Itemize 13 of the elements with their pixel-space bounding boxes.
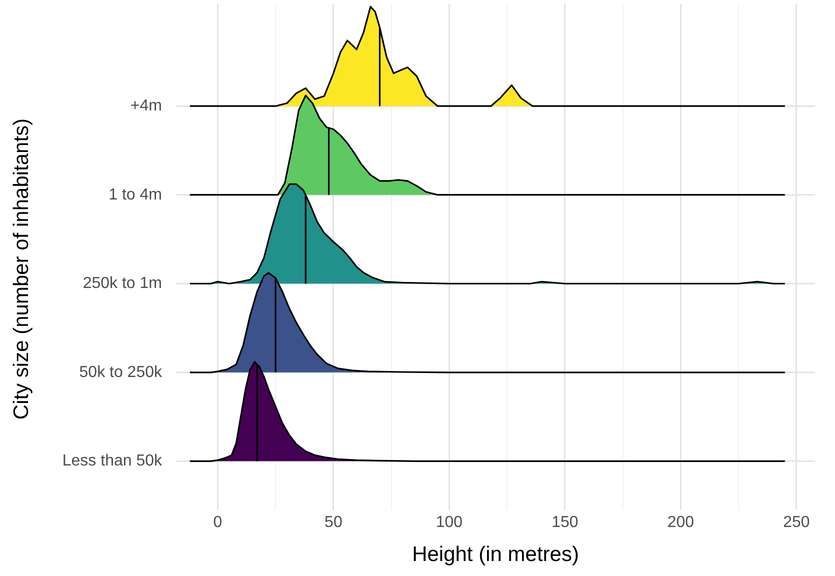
x-axis-title: Height (in metres) — [412, 543, 579, 566]
x-tick-label: 0 — [213, 514, 222, 532]
series-label: Less than 50k — [62, 452, 163, 470]
series-label: +4m — [130, 97, 162, 114]
series-label: 1 to 4m — [108, 186, 162, 204]
y-axis-title: City size (number of inhabitants) — [10, 118, 33, 420]
x-tick-label: 250 — [783, 514, 810, 532]
series-label: 250k to 1m — [82, 275, 162, 292]
series-label: 50k to 250k — [79, 364, 163, 381]
x-tick-label: 200 — [667, 514, 694, 532]
x-tick-label: 100 — [436, 514, 463, 532]
x-tick-label: 150 — [552, 514, 578, 532]
x-tick-label: 50 — [324, 514, 342, 532]
